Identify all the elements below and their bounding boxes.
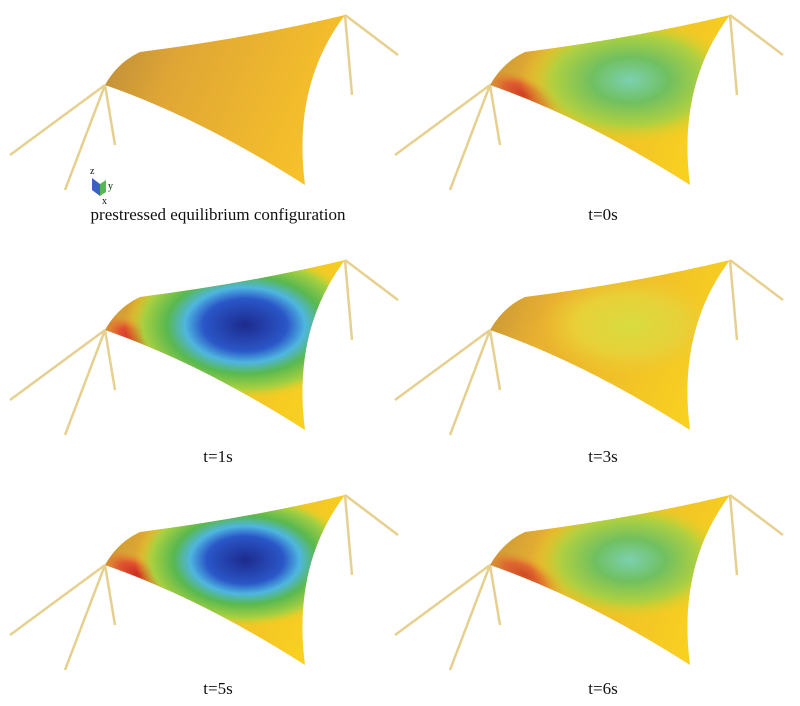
panel: prestressed equilibrium configuration z yx <box>10 15 398 224</box>
pole <box>345 495 398 535</box>
axis-triad <box>92 178 100 196</box>
pole <box>730 15 783 55</box>
contours <box>92 250 365 400</box>
caption: t=3s <box>588 447 617 466</box>
pole <box>490 85 500 145</box>
pole <box>345 495 352 575</box>
axis-triad <box>100 180 106 196</box>
pole <box>105 330 115 390</box>
pole <box>490 565 500 625</box>
pole <box>730 495 737 575</box>
membrane <box>105 15 345 185</box>
panel: t=6s <box>395 495 783 698</box>
stress-center <box>530 500 730 620</box>
contours <box>92 492 355 628</box>
pole <box>105 565 115 625</box>
axis-label: z <box>90 166 95 177</box>
panel: t=3s <box>395 260 783 466</box>
caption: t=1s <box>203 447 232 466</box>
pole <box>490 330 500 390</box>
panel: t=1s <box>10 250 398 466</box>
pole <box>345 15 352 95</box>
stress-center <box>520 15 740 145</box>
axis-label: x <box>102 196 107 207</box>
caption: t=5s <box>203 679 232 698</box>
pole <box>345 260 398 300</box>
stress-center <box>125 250 365 400</box>
caption: prestressed equilibrium configuration <box>91 205 346 224</box>
axis-label: y <box>108 181 113 192</box>
pole <box>730 260 737 340</box>
stress-center <box>135 492 355 628</box>
pole <box>345 15 398 55</box>
contours <box>540 275 720 375</box>
pole <box>105 85 115 145</box>
pole <box>730 495 783 535</box>
caption: t=0s <box>588 205 617 224</box>
caption: t=6s <box>588 679 617 698</box>
figure: prestressed equilibrium configuration z yx… <box>0 0 800 706</box>
pole <box>730 260 783 300</box>
stress-center <box>540 275 720 375</box>
contours <box>477 15 740 145</box>
pole <box>345 260 352 340</box>
pole <box>730 15 737 95</box>
contours <box>477 500 730 620</box>
panel: t=5s <box>10 492 398 698</box>
panel: t=0s <box>395 15 783 224</box>
